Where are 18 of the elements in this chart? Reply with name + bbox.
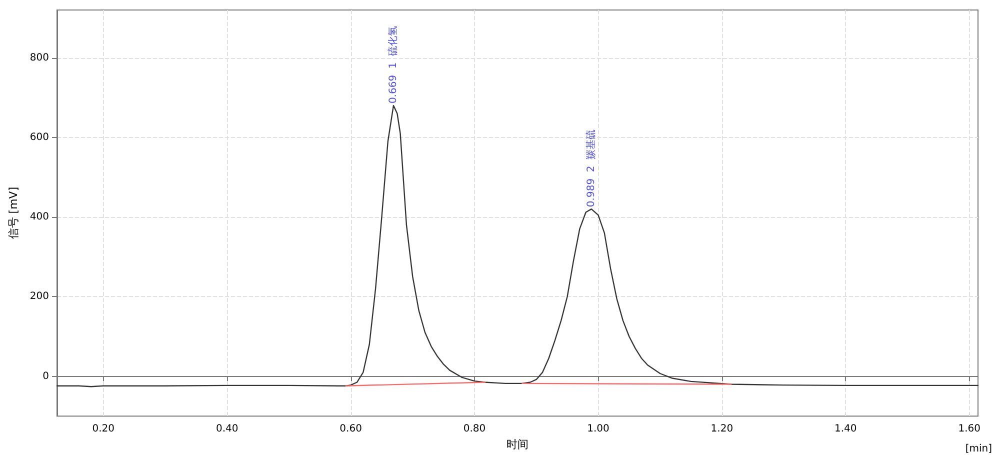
x-tick-label: 1.60 [958,424,980,435]
x-tick-label: 0.20 [92,424,115,435]
x-tick-label: 0.60 [340,424,362,435]
x-tick-label: 1.40 [834,424,857,435]
y-tick-label: 0 [42,370,49,382]
y-axis-title: 信号 [mV] [7,186,20,240]
y-tick-label: 200 [30,291,49,302]
y-tick-label: 800 [30,52,49,64]
annotation: 0.989 2 羰基硫 [584,129,597,208]
annotation: 0.669 1 硫化氢 [386,26,399,104]
x-axis-title: 时间 [506,438,528,451]
y-tick-label: 600 [30,132,49,143]
x-tick-label: 1.00 [587,424,610,435]
y-tick-label: 400 [30,212,49,223]
x-tick-label: 0.40 [216,424,238,435]
text: [min] [965,444,992,454]
x-tick-label: 1.20 [710,424,734,435]
x-tick-label: 0.80 [463,424,486,435]
